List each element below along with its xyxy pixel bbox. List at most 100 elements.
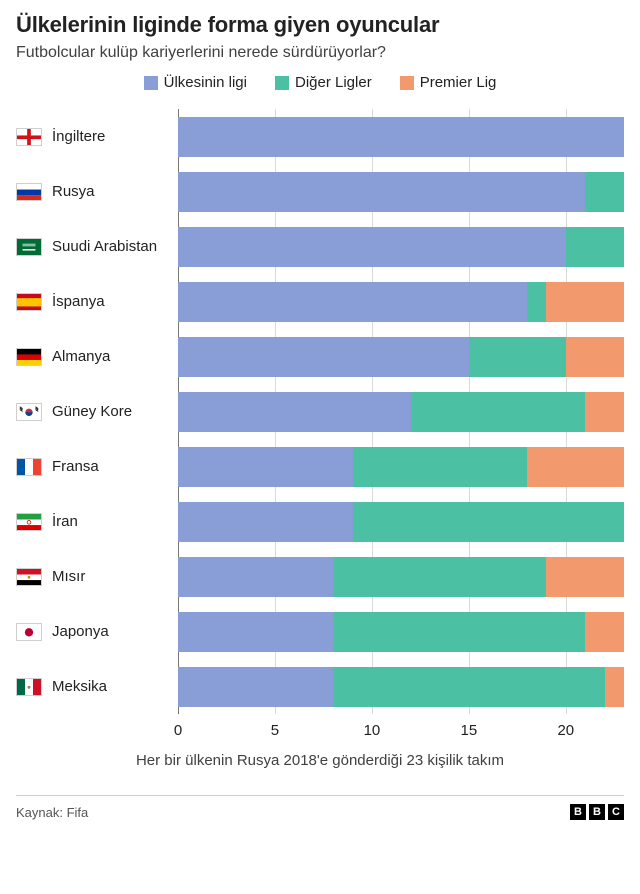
stacked-bar (178, 337, 624, 377)
bar-row (178, 219, 624, 274)
bar-row (178, 549, 624, 604)
stacked-bar (178, 667, 624, 707)
source-label: Kaynak: Fifa (16, 805, 88, 820)
england-flag-icon (16, 128, 42, 146)
stacked-bar (178, 172, 624, 212)
bar-segment (178, 392, 411, 432)
x-tick-label: 0 (174, 722, 182, 739)
x-tick-label: 15 (461, 722, 478, 739)
bar-segment (178, 612, 333, 652)
bar-segment (333, 557, 546, 597)
bar-segment (178, 282, 527, 322)
x-axis: 05101520 (178, 714, 624, 744)
chart-title: Ülkelerinin liginde forma giyen oyuncula… (16, 12, 624, 38)
bar-segment (353, 502, 624, 542)
bar-row (178, 659, 624, 714)
chart-container: Ülkelerinin liginde forma giyen oyuncula… (0, 0, 640, 828)
bar-segment (566, 227, 624, 267)
stacked-bar (178, 392, 624, 432)
saudi-flag-icon (16, 238, 42, 256)
chart-body: İngiltere Rusya Suudi Arabistan İspanya Alma… (16, 109, 624, 714)
iran-flag-icon (16, 513, 42, 531)
country-row: Almanya (16, 329, 178, 384)
germany-flag-icon (16, 348, 42, 366)
bar-segment (605, 667, 624, 707)
country-row: İngiltere (16, 109, 178, 164)
country-label: İngiltere (52, 128, 105, 145)
country-row: İran (16, 494, 178, 549)
stacked-bar (178, 117, 624, 157)
bar-segment (546, 282, 624, 322)
bar-segment (566, 337, 624, 377)
spain-flag-icon (16, 293, 42, 311)
egypt-flag-icon (16, 568, 42, 586)
bar-row (178, 274, 624, 329)
bbc-block: C (608, 804, 624, 820)
country-row: Rusya (16, 164, 178, 219)
bar-segment (178, 117, 624, 157)
country-label: Fransa (52, 458, 99, 475)
bar-row (178, 439, 624, 494)
bar-segment (527, 282, 546, 322)
bar-segment (178, 447, 353, 487)
plot-area (178, 109, 624, 714)
bar-segment (411, 392, 586, 432)
bar-segment (178, 557, 333, 597)
legend-item: Ülkesinin ligi (144, 74, 247, 91)
bar-row (178, 329, 624, 384)
bar-row (178, 109, 624, 164)
legend-swatch (275, 76, 289, 90)
bar-row (178, 384, 624, 439)
legend-item: Diğer Ligler (275, 74, 372, 91)
bar-segment (546, 557, 624, 597)
x-tick-label: 20 (557, 722, 574, 739)
country-label: Almanya (52, 348, 110, 365)
russia-flag-icon (16, 183, 42, 201)
bar-segment (178, 667, 333, 707)
x-tick-label: 10 (364, 722, 381, 739)
legend-swatch (400, 76, 414, 90)
bar-segment (527, 447, 624, 487)
country-row: Güney Kore (16, 384, 178, 439)
country-row: Meksika (16, 659, 178, 714)
chart-subtitle: Futbolcular kulüp kariyerlerini nerede s… (16, 44, 624, 62)
bar-segment (353, 447, 528, 487)
stacked-bar (178, 557, 624, 597)
country-label: Suudi Arabistan (52, 238, 157, 255)
bar-segment (178, 337, 469, 377)
country-row: Mısır (16, 549, 178, 604)
legend: Ülkesinin ligi Diğer Ligler Premier Lig (16, 74, 624, 91)
stacked-bar (178, 502, 624, 542)
japan-flag-icon (16, 623, 42, 641)
stacked-bar (178, 612, 624, 652)
bar-segment (585, 612, 624, 652)
country-label: Mısır (52, 568, 85, 585)
stacked-bar (178, 282, 624, 322)
bar-segment (585, 172, 624, 212)
stacked-bar (178, 447, 624, 487)
bar-segment (585, 392, 624, 432)
country-label: Japonya (52, 623, 109, 640)
bbc-block: B (589, 804, 605, 820)
stacked-bar (178, 227, 624, 267)
legend-label: Diğer Ligler (295, 74, 372, 91)
country-label: Rusya (52, 183, 95, 200)
bar-segment (333, 612, 585, 652)
country-label: İspanya (52, 293, 105, 310)
legend-swatch (144, 76, 158, 90)
bar-row (178, 164, 624, 219)
x-tick-label: 5 (271, 722, 279, 739)
country-row: Fransa (16, 439, 178, 494)
legend-label: Premier Lig (420, 74, 497, 91)
mexico-flag-icon (16, 678, 42, 696)
x-axis-label: Her bir ülkenin Rusya 2018'e gönderdiği … (16, 752, 624, 769)
bar-row (178, 494, 624, 549)
skorea-flag-icon (16, 403, 42, 421)
country-row: İspanya (16, 274, 178, 329)
legend-label: Ülkesinin ligi (164, 74, 247, 91)
y-axis-labels: İngiltere Rusya Suudi Arabistan İspanya Alma… (16, 109, 178, 714)
bbc-block: B (570, 804, 586, 820)
bar-segment (178, 227, 566, 267)
country-row: Suudi Arabistan (16, 219, 178, 274)
country-row: Japonya (16, 604, 178, 659)
